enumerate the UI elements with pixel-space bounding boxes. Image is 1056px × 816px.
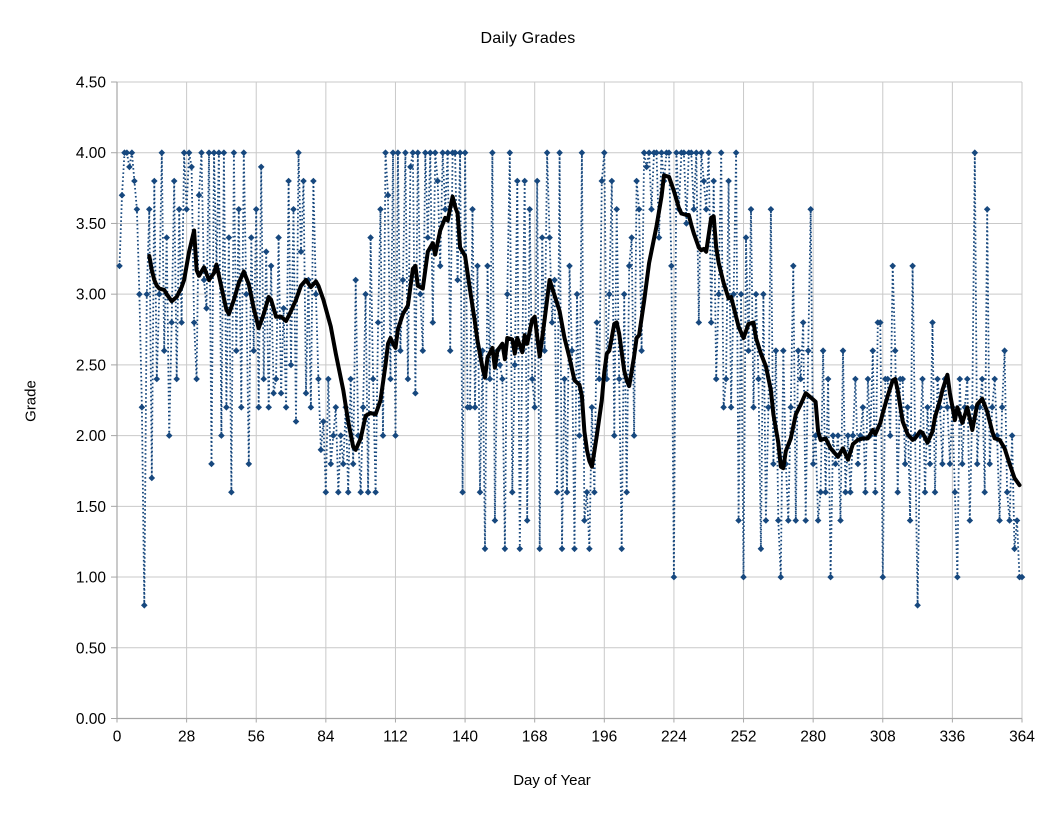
moving-average-line: [147, 173, 1022, 488]
y-tick-label: 0.50: [76, 640, 107, 657]
y-tick-label: 1.00: [76, 570, 107, 587]
axis-lines-and-ticks: [111, 81, 1023, 723]
x-tick-label: 140: [452, 729, 478, 746]
y-tick-label: 3.00: [76, 287, 107, 304]
x-tick-label: 28: [178, 729, 195, 746]
x-tick-labels: 0 28 56 84 112 140 168 196 224 252 280 308 336 364: [113, 729, 1036, 746]
chart-title: Daily Grades: [480, 30, 576, 47]
x-tick-label: 56: [248, 729, 265, 746]
daily-grades-diamond-markers: [116, 149, 1026, 609]
x-tick-label: 168: [522, 729, 548, 746]
x-tick-label: 112: [383, 729, 408, 746]
x-tick-label: 196: [591, 729, 617, 746]
y-tick-label: 4.00: [76, 145, 107, 162]
y-tick-label: 0.00: [76, 711, 107, 728]
y-tick-label: 2.00: [76, 428, 107, 445]
x-tick-label: 280: [800, 729, 826, 746]
daily-grades-series: [116, 149, 1026, 609]
moving-average-path: [147, 173, 1022, 488]
x-tick-label: 84: [317, 729, 335, 746]
y-tick-label: 2.50: [76, 357, 107, 374]
x-tick-label: 224: [661, 729, 687, 746]
y-tick-label: 3.50: [76, 216, 107, 233]
y-tick-labels: 0.00 0.50 1.00 1.50 2.00 2.50 3.00 3.50 4.00 4.50: [76, 75, 107, 729]
x-tick-label: 336: [939, 729, 965, 746]
daily-grades-dotted-line: [118, 151, 1022, 606]
x-axis-title: Day of Year: [513, 772, 591, 789]
x-tick-label: 0: [113, 729, 122, 746]
y-tick-label: 1.50: [76, 499, 107, 516]
x-tick-label: 252: [731, 729, 757, 746]
y-tick-label: 4.50: [76, 75, 107, 92]
x-tick-label: 364: [1009, 729, 1035, 746]
x-tick-label: 308: [870, 729, 896, 746]
